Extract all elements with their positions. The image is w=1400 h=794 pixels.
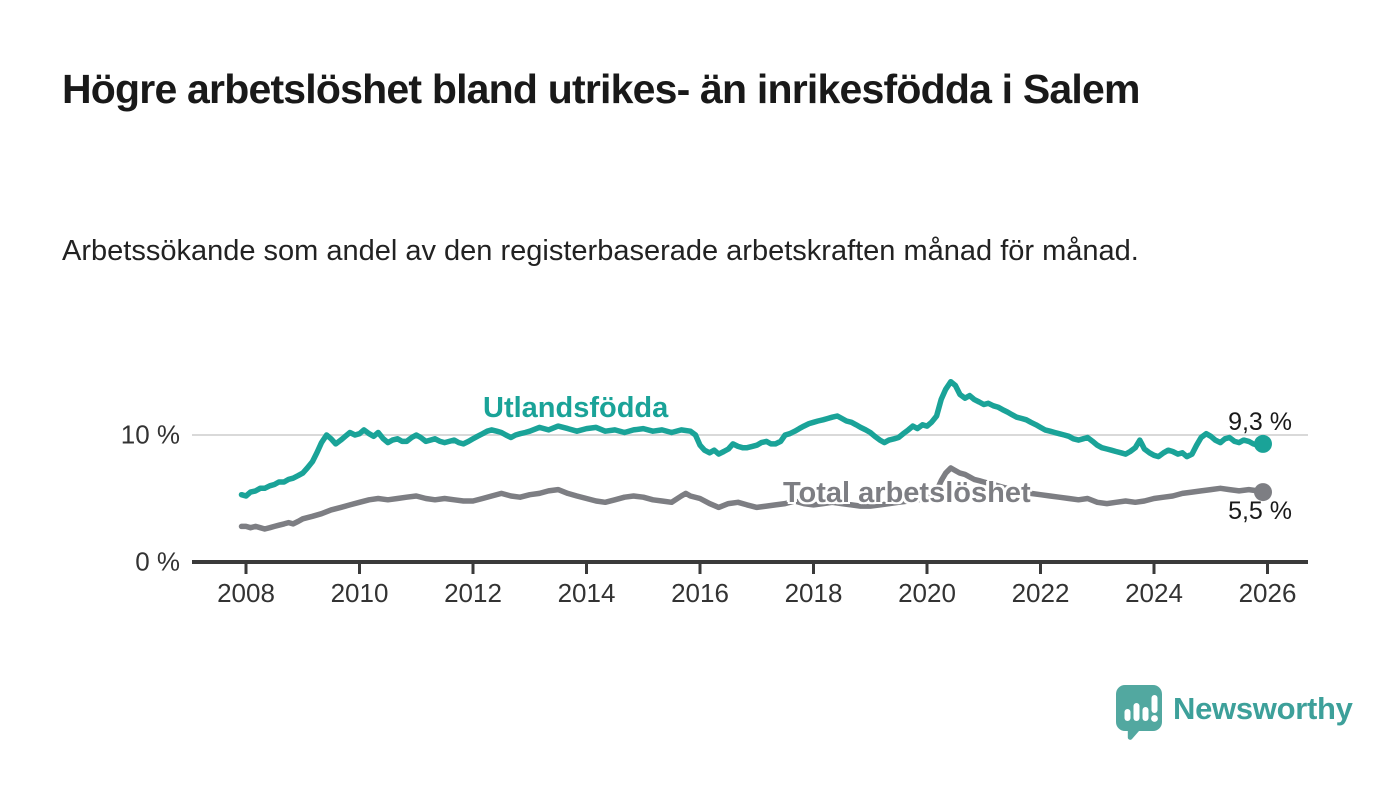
newsworthy-logo-icon [1116,685,1162,740]
x-tick-label: 2020 [898,578,956,608]
page-subtitle: Arbetssökande som andel av den registerb… [62,235,1139,267]
series-end-dot-utlandsfodda [1254,434,1272,453]
end-value-label-total: 5,5 % [1228,497,1292,525]
x-tick-label: 2022 [1011,578,1070,608]
series-line-utlandsfodda [238,378,1266,499]
newsworthy-brand: Newsworthy [1115,684,1353,740]
x-tick-label: 2026 [1238,578,1297,608]
series-line-total-arbetsloshet [238,465,1266,532]
series-end-dot-total [1254,483,1272,502]
x-tick-label: 2012 [444,578,502,608]
y-tick-label: 10 % [120,419,180,450]
y-tick-label: 0 % [135,546,180,577]
series-label-utlandsfodda: Utlandsfödda [483,392,669,424]
end-value-label-utlandsfodda: 9,3 % [1228,408,1292,436]
x-tick-label: 2024 [1125,578,1183,608]
x-tick-label: 2010 [330,578,389,608]
page-title: Högre arbetslöshet bland utrikes- än inr… [62,66,1140,112]
x-tick-label: 2016 [671,578,729,608]
newsworthy-wordmark: Newsworthy [1173,691,1353,726]
series-label-total-arbetsloshet: Total arbetslöshet [783,477,1031,509]
x-tick-label: 2008 [217,578,275,608]
x-tick-label: 2018 [784,578,843,608]
x-tick-label: 2014 [557,578,616,608]
